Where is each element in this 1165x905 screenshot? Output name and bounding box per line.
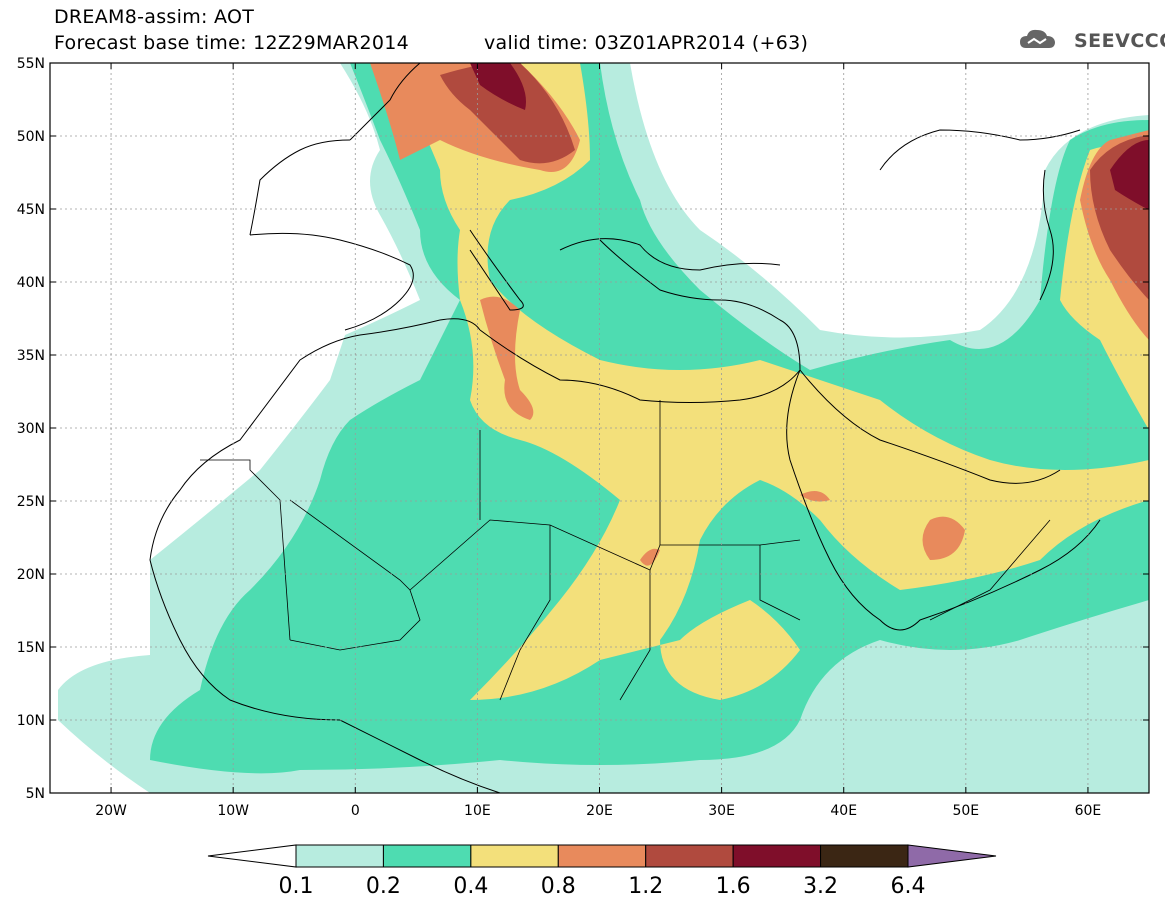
lon-label: 10E [464,803,491,819]
aot-contours [58,63,1149,793]
contour-0.8 [370,63,1149,566]
colorbar-box [295,844,384,868]
colorbar-label: 0.8 [541,874,576,899]
lat-label: 15N [17,640,45,656]
colorbar [207,844,997,868]
lat-label: 35N [17,348,45,364]
colorbar-box [557,844,647,868]
colorbar-left-arrow [207,844,297,868]
colorbar-box [732,844,822,868]
coastlines [149,63,1101,793]
latitude-labels: 55N 50N 45N 40N 35N 30N 25N 20N 15N 10N 5N [17,56,45,802]
lon-label: 20W [95,803,127,819]
lon-label: 0 [351,803,360,819]
lat-label: 45N [17,202,45,218]
colorbar-box [645,844,734,868]
lon-label: 60E [1075,803,1102,819]
colorbar-box [382,844,472,868]
colorbar-labels: 0.1 0.2 0.4 0.8 1.2 1.6 3.2 6.4 [279,874,926,899]
longitude-labels: 20W 10W 0 10E 20E 30E 40E 50E 60E [95,803,1101,819]
lat-label: 40N [17,275,45,291]
lat-label: 25N [17,494,45,510]
colorbar-label: 0.1 [279,874,314,899]
colorbar-label: 1.6 [716,874,751,899]
lon-label: 10W [217,803,249,819]
colorbar-label: 1.2 [628,874,663,899]
valid-time: valid time: 03Z01APR2014 (+63) [484,32,809,54]
colorbar-label: 0.4 [453,874,488,899]
colorbar-label: 3.2 [803,874,838,899]
lat-label: 30N [17,421,45,437]
lat-label: 50N [17,129,45,145]
map-title: DREAM8-assim: AOT [54,6,255,28]
gridlines [50,63,1149,793]
logo-text: SEEVCCC [1074,30,1165,52]
lon-label: 20E [586,803,613,819]
colorbar-box [820,844,909,868]
colorbar-label: 0.2 [366,874,401,899]
lon-label: 40E [830,803,857,819]
lat-label: 5N [26,786,45,802]
colorbar-label: 6.4 [891,874,926,899]
colorbar-right-arrow [907,844,997,868]
cloud-icon [1020,29,1055,48]
forecast-base-time: Forecast base time: 12Z29MAR2014 [54,32,410,54]
lat-label: 20N [17,567,45,583]
lon-label: 50E [952,803,979,819]
lon-label: 30E [708,803,735,819]
colorbar-box [470,844,559,868]
lat-label: 10N [17,713,45,729]
lat-label: 55N [17,56,45,72]
axis-ticks [50,62,1149,794]
